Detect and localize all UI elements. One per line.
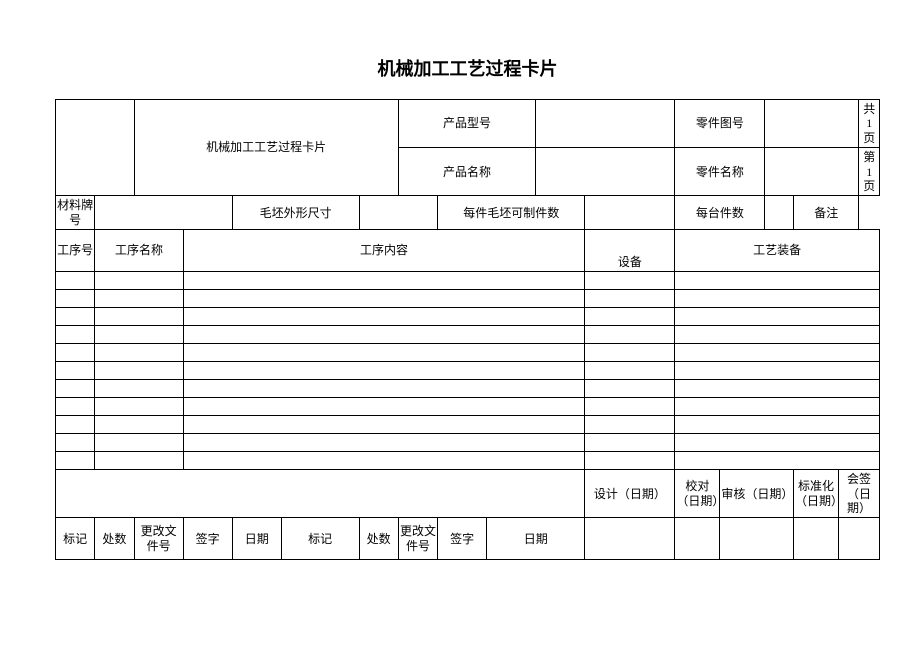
footer-design-label: 设计（日期） xyxy=(585,470,675,518)
table-row xyxy=(56,308,95,326)
table-row xyxy=(56,362,95,380)
table-row xyxy=(56,380,95,398)
table-row xyxy=(56,290,95,308)
footer-places-2: 处数 xyxy=(359,518,398,560)
col-process-content: 工序内容 xyxy=(183,230,585,272)
footer-change-doc-2: 更改文件号 xyxy=(398,518,437,560)
card-name-cell: 机械加工工艺过程卡片 xyxy=(134,100,398,196)
part-name-value xyxy=(765,148,859,196)
footer-change-doc: 更改文件号 xyxy=(134,518,183,560)
part-name-label: 零件名称 xyxy=(675,148,765,196)
remark-label: 备注 xyxy=(793,196,858,230)
part-drawing-label: 零件图号 xyxy=(675,100,765,148)
table-row xyxy=(56,326,95,344)
footer-countersign-label: 会签（日期） xyxy=(838,470,879,518)
table-row xyxy=(56,398,95,416)
product-model-value xyxy=(536,100,675,148)
table-row xyxy=(56,434,95,452)
footer-proofread-label: 校对（日期） xyxy=(675,470,720,518)
footer-standardize-label: 标准化（日期） xyxy=(793,470,838,518)
blank-outline-value xyxy=(359,196,438,230)
footer-date-2: 日期 xyxy=(487,518,585,560)
footer-review-label: 审核（日期） xyxy=(720,470,794,518)
col-tooling: 工艺装备 xyxy=(675,230,880,272)
blank-outline-label: 毛坯外形尺寸 xyxy=(232,196,359,230)
footer-sign: 签字 xyxy=(183,518,232,560)
material-grade-value xyxy=(95,196,232,230)
remark-value xyxy=(859,196,880,230)
material-grade-label: 材料牌号 xyxy=(56,196,95,230)
design-sign-cell xyxy=(585,518,675,560)
process-card-table: 机械加工工艺过程卡片 产品型号 零件图号 共 1 页 产品名称 零件名称 第 1… xyxy=(55,99,880,560)
footer-mark-2: 标记 xyxy=(281,518,359,560)
product-name-label: 产品名称 xyxy=(398,148,535,196)
pieces-per-set-value xyxy=(765,196,794,230)
footer-mark: 标记 xyxy=(56,518,95,560)
pieces-per-set-label: 每台件数 xyxy=(675,196,765,230)
col-equipment: 设备 xyxy=(585,230,675,272)
standardize-sign-cell xyxy=(793,518,838,560)
proofread-sign-cell xyxy=(675,518,720,560)
table-row xyxy=(56,344,95,362)
col-process-name: 工序名称 xyxy=(95,230,183,272)
table-row xyxy=(56,272,95,290)
blank-yield-label: 每件毛坯可制件数 xyxy=(438,196,585,230)
page-title: 机械加工工艺过程卡片 xyxy=(55,55,880,81)
footer-blank-left xyxy=(56,470,585,518)
blank-yield-value xyxy=(585,196,675,230)
product-name-value xyxy=(536,148,675,196)
table-row xyxy=(56,416,95,434)
review-sign-cell xyxy=(720,518,794,560)
footer-date: 日期 xyxy=(232,518,281,560)
total-pages: 共 1 页 xyxy=(859,100,880,148)
footer-sign-2: 签字 xyxy=(438,518,487,560)
col-process-no: 工序号 xyxy=(56,230,95,272)
table-row xyxy=(56,452,95,470)
countersign-sign-cell xyxy=(838,518,879,560)
product-model-label: 产品型号 xyxy=(398,100,535,148)
part-drawing-value xyxy=(765,100,859,148)
page-no: 第 1 页 xyxy=(859,148,880,196)
footer-places: 处数 xyxy=(95,518,134,560)
